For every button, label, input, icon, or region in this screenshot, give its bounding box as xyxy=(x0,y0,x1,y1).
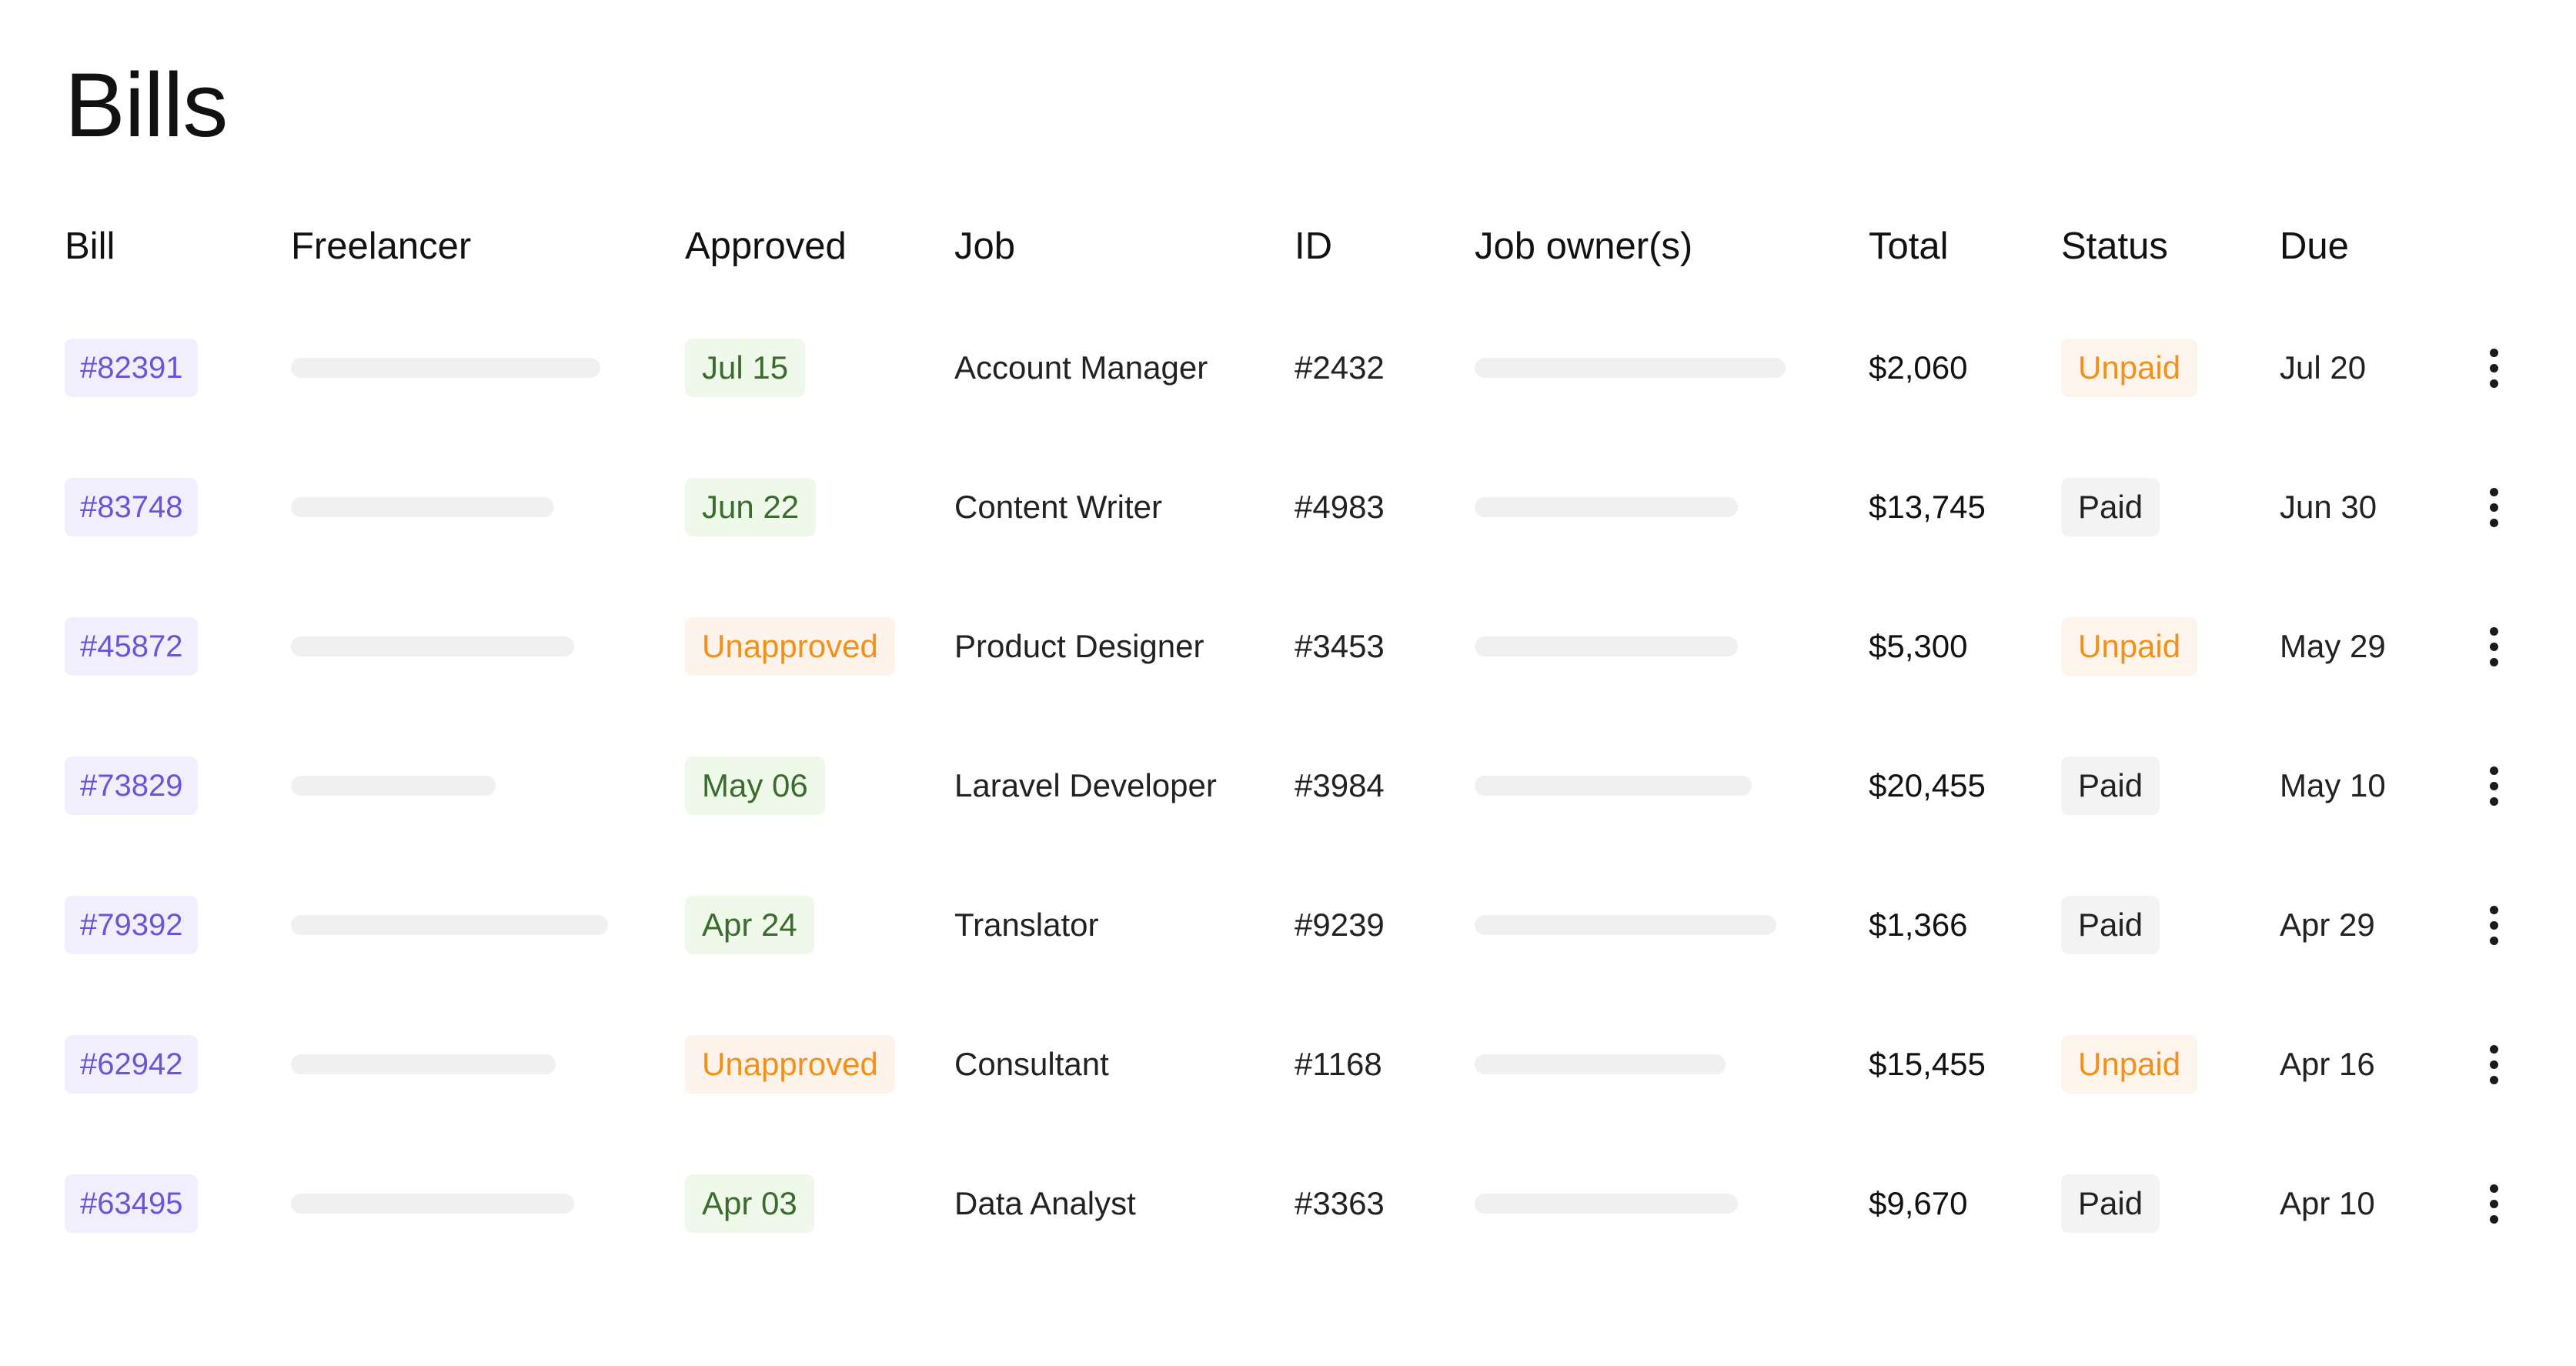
job-title: Laravel Developer xyxy=(954,767,1217,803)
due-date: Jun 30 xyxy=(2280,489,2377,525)
header-bill[interactable]: Bill xyxy=(65,225,115,267)
status-badge: Paid xyxy=(2061,756,2160,815)
job-title: Account Manager xyxy=(954,349,1208,386)
bill-total: $13,745 xyxy=(1869,489,1986,525)
freelancer-placeholder xyxy=(291,636,574,656)
more-vertical-icon[interactable] xyxy=(2478,759,2509,813)
status-badge: Paid xyxy=(2061,478,2160,536)
status-badge: Paid xyxy=(2061,1174,2160,1233)
due-date: May 10 xyxy=(2280,767,2386,803)
job-id: #4983 xyxy=(1295,489,1385,525)
more-vertical-icon[interactable] xyxy=(2478,1177,2509,1231)
due-date: Apr 29 xyxy=(2280,907,2375,943)
bill-total: $15,455 xyxy=(1869,1046,1986,1082)
job-id: #3453 xyxy=(1295,628,1385,664)
more-vertical-icon[interactable] xyxy=(2478,898,2509,952)
table-row[interactable]: #45872 Unapproved Product Designer #3453… xyxy=(0,608,2576,685)
bill-total: $5,300 xyxy=(1869,628,1968,664)
job-title: Consultant xyxy=(954,1046,1109,1082)
table-row[interactable]: #82391 Jul 15 Account Manager #2432 $2,0… xyxy=(0,329,2576,406)
header-job[interactable]: Job xyxy=(954,225,1016,267)
table-row[interactable]: #62942 Unapproved Consultant #1168 $15,4… xyxy=(0,1026,2576,1103)
freelancer-placeholder xyxy=(291,1194,574,1214)
job-owners-placeholder xyxy=(1475,358,1786,378)
header-total[interactable]: Total xyxy=(1869,225,1949,267)
more-vertical-icon[interactable] xyxy=(2478,341,2509,395)
header-job-owners[interactable]: Job owner(s) xyxy=(1475,225,1693,267)
header-status[interactable]: Status xyxy=(2061,225,2168,267)
table-row[interactable]: #79392 Apr 24 Translator #9239 $1,366 Pa… xyxy=(0,887,2576,964)
header-freelancer[interactable]: Freelancer xyxy=(291,225,472,267)
bill-number-link[interactable]: #79392 xyxy=(65,896,199,954)
bill-number-link[interactable]: #73829 xyxy=(65,756,199,815)
approved-badge: Apr 24 xyxy=(685,896,814,954)
bill-number-link[interactable]: #82391 xyxy=(65,339,199,397)
due-date: Apr 16 xyxy=(2280,1046,2375,1082)
job-id: #3984 xyxy=(1295,767,1385,803)
bill-total: $2,060 xyxy=(1869,349,1968,386)
freelancer-placeholder xyxy=(291,776,496,796)
freelancer-placeholder xyxy=(291,1054,556,1074)
more-vertical-icon[interactable] xyxy=(2478,620,2509,673)
bill-number-link[interactable]: #83748 xyxy=(65,478,199,536)
header-due[interactable]: Due xyxy=(2280,225,2349,267)
table-header: Bill Freelancer Approved Job ID Job owne… xyxy=(0,219,2576,273)
approved-badge: Apr 03 xyxy=(685,1174,814,1233)
job-title: Translator xyxy=(954,907,1099,943)
bill-total: $1,366 xyxy=(1869,907,1968,943)
freelancer-placeholder xyxy=(291,915,608,935)
job-owners-placeholder xyxy=(1475,1194,1738,1214)
bill-total: $20,455 xyxy=(1869,767,1986,803)
job-title: Data Analyst xyxy=(954,1185,1136,1221)
table-row[interactable]: #63495 Apr 03 Data Analyst #3363 $9,670 … xyxy=(0,1165,2576,1242)
approved-badge: Unapproved xyxy=(685,617,895,676)
more-vertical-icon[interactable] xyxy=(2478,480,2509,534)
job-title: Product Designer xyxy=(954,628,1204,664)
status-badge: Unpaid xyxy=(2061,1035,2198,1094)
status-badge: Unpaid xyxy=(2061,617,2198,676)
due-date: May 29 xyxy=(2280,628,2386,664)
header-id[interactable]: ID xyxy=(1295,225,1332,267)
table-row[interactable]: #73829 May 06 Laravel Developer #3984 $2… xyxy=(0,747,2576,824)
due-date: Apr 10 xyxy=(2280,1185,2375,1221)
bill-total: $9,670 xyxy=(1869,1185,1968,1221)
job-owners-placeholder xyxy=(1475,497,1738,517)
job-id: #9239 xyxy=(1295,907,1385,943)
approved-badge: Jun 22 xyxy=(685,478,817,536)
job-owners-placeholder xyxy=(1475,636,1738,656)
bill-number-link[interactable]: #45872 xyxy=(65,617,199,676)
job-owners-placeholder xyxy=(1475,915,1776,935)
bill-number-link[interactable]: #63495 xyxy=(65,1174,199,1233)
more-vertical-icon[interactable] xyxy=(2478,1037,2509,1091)
table-row[interactable]: #83748 Jun 22 Content Writer #4983 $13,7… xyxy=(0,469,2576,546)
freelancer-placeholder xyxy=(291,497,554,517)
job-id: #2432 xyxy=(1295,349,1385,386)
approved-badge: Unapproved xyxy=(685,1035,895,1094)
job-owners-placeholder xyxy=(1475,776,1752,796)
job-title: Content Writer xyxy=(954,489,1162,525)
header-approved[interactable]: Approved xyxy=(685,225,847,267)
job-owners-placeholder xyxy=(1475,1054,1726,1074)
page-title: Bills xyxy=(65,55,228,156)
bill-number-link[interactable]: #62942 xyxy=(65,1035,199,1094)
due-date: Jul 20 xyxy=(2280,349,2367,386)
approved-badge: May 06 xyxy=(685,756,825,815)
approved-badge: Jul 15 xyxy=(685,339,806,397)
status-badge: Unpaid xyxy=(2061,339,2198,397)
status-badge: Paid xyxy=(2061,896,2160,954)
freelancer-placeholder xyxy=(291,358,600,378)
job-id: #3363 xyxy=(1295,1185,1385,1221)
job-id: #1168 xyxy=(1295,1046,1382,1082)
